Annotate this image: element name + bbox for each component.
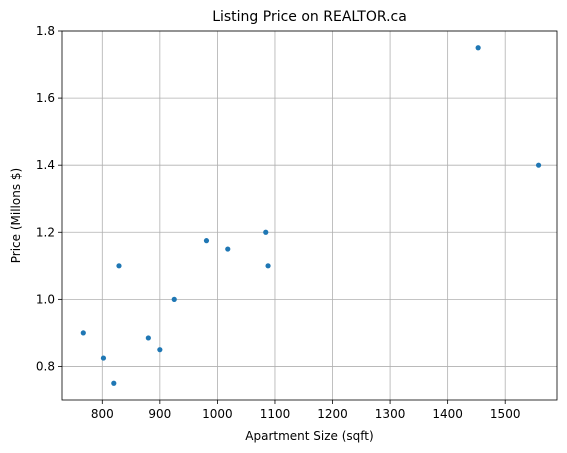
x-axis-label: Apartment Size (sqft): [245, 429, 373, 443]
data-point: [157, 347, 163, 353]
x-tick-label: 900: [148, 407, 171, 421]
x-axis-ticks: 800 900 1000 1100 1200 1300 1400 1500: [91, 400, 521, 421]
data-point: [171, 296, 177, 302]
x-tick-label: 1100: [260, 407, 291, 421]
data-point: [203, 238, 210, 244]
x-tick-label: 1200: [317, 407, 348, 421]
y-axis-label: Price (Millons $): [9, 168, 23, 263]
data-point: [265, 263, 271, 269]
data-point: [225, 246, 231, 252]
plot-frame: [61, 30, 558, 401]
chart-title: Listing Price on REALTOR.ca: [212, 9, 407, 25]
y-tick-label: 0.8: [36, 359, 55, 373]
data-point: [263, 229, 269, 235]
x-tick-label: 1500: [490, 407, 521, 421]
data-point: [535, 162, 542, 168]
data-point: [475, 45, 481, 51]
y-tick-label: 1.8: [36, 24, 55, 38]
y-tick-label: 1.0: [36, 292, 55, 306]
y-tick-label: 1.4: [36, 158, 55, 172]
y-tick-label: 1.2: [36, 225, 55, 239]
grid: [62, 30, 557, 400]
x-tick-label: 1400: [432, 407, 463, 421]
data-point: [111, 380, 117, 386]
data-point: [145, 335, 151, 341]
data-point: [100, 355, 107, 361]
y-axis-ticks: 0.8 1.0 1.2 1.4 1.6 1.8: [36, 24, 62, 373]
data-points: [80, 45, 542, 386]
y-tick-label: 1.6: [36, 91, 55, 105]
x-tick-label: 1000: [202, 407, 233, 421]
x-tick-label: 800: [91, 407, 114, 421]
data-point: [80, 330, 86, 336]
x-tick-label: 1300: [375, 407, 406, 421]
data-point: [116, 263, 122, 269]
